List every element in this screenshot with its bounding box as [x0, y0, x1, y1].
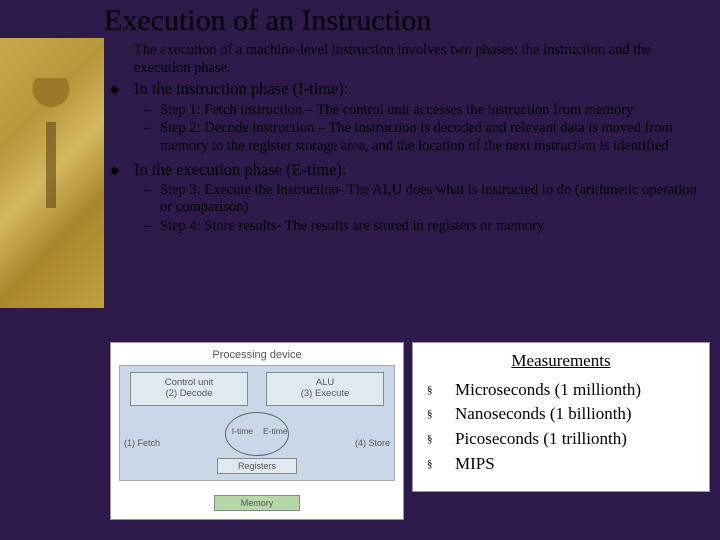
dash-icon: –: [144, 218, 160, 236]
list-item: – Step 1: Fetch instruction – The contro…: [144, 102, 710, 120]
square-bullet-icon: §: [423, 452, 455, 477]
list-item: – Step 4: Store results- The results are…: [144, 218, 710, 236]
alu-step: (3) Execute: [267, 388, 383, 399]
slide-title: Execution of an Instruction: [104, 4, 431, 38]
cu-step: (2) Decode: [131, 388, 247, 399]
phase2-bullet: ◆ In the execution phase (E-time):: [110, 160, 710, 180]
dash-icon: –: [144, 120, 160, 155]
list-item: – Step 2: Decode instruction – The instr…: [144, 120, 710, 155]
dash-icon: –: [144, 102, 160, 120]
phase2-label: In the execution phase (E-time):: [134, 160, 710, 180]
measurements-panel: Measurements § Microseconds (1 millionth…: [412, 342, 710, 492]
intro-text: The execution of a machine-level instruc…: [134, 42, 710, 77]
diagram-body: Control unit (2) Decode ALU (3) Execute …: [119, 365, 395, 481]
store-label: (4) Store: [355, 438, 390, 448]
bottom-row: Processing device Control unit (2) Decod…: [110, 342, 710, 530]
measurement-text: MIPS: [455, 452, 699, 477]
list-item: – Step 3: Execute the Instruction- The A…: [144, 182, 710, 217]
step-text: Step 4: Store results- The results are s…: [160, 218, 710, 236]
diamond-icon: ◆: [110, 160, 134, 180]
step-text: Step 1: Fetch instruction – The control …: [160, 102, 710, 120]
control-unit-box: Control unit (2) Decode: [130, 372, 248, 406]
processing-device-diagram: Processing device Control unit (2) Decod…: [110, 342, 404, 520]
measurement-text: Nanoseconds (1 billionth): [455, 402, 699, 427]
square-bullet-icon: §: [423, 427, 455, 452]
fetch-label: (1) Fetch: [124, 438, 160, 448]
square-bullet-icon: §: [423, 378, 455, 403]
memory-box: Memory: [214, 495, 300, 511]
list-item: § Microseconds (1 millionth): [423, 378, 699, 403]
list-item: § MIPS: [423, 452, 699, 477]
measurement-text: Picoseconds (1 trillionth): [455, 427, 699, 452]
diagram-title: Processing device: [111, 349, 403, 361]
registers-box: Registers: [217, 458, 297, 474]
phase1-steps: – Step 1: Fetch instruction – The contro…: [144, 102, 710, 156]
list-item: § Picoseconds (1 trillionth): [423, 427, 699, 452]
measurement-text: Microseconds (1 millionth): [455, 378, 699, 403]
dash-icon: –: [144, 182, 160, 217]
list-item: § Nanoseconds (1 billionth): [423, 402, 699, 427]
step-text: Step 3: Execute the Instruction- The ALU…: [160, 182, 710, 217]
diamond-icon: ◆: [110, 79, 134, 99]
itime-label: I-time: [232, 426, 257, 436]
sidebar-decorative-image: [0, 38, 104, 308]
step-text: Step 2: Decode instruction – The instruc…: [160, 120, 710, 155]
alu-box: ALU (3) Execute: [266, 372, 384, 406]
etime-label: E-time: [257, 426, 288, 436]
square-bullet-icon: §: [423, 402, 455, 427]
phase1-bullet: ◆ In the instruction phase (I-time):: [110, 79, 710, 99]
measurements-title: Measurements: [423, 349, 699, 374]
phase1-label: In the instruction phase (I-time):: [134, 79, 710, 99]
slide-content: The execution of a machine-level instruc…: [110, 42, 710, 240]
cu-label: Control unit: [131, 377, 247, 388]
alu-label: ALU: [267, 377, 383, 388]
phase2-steps: – Step 3: Execute the Instruction- The A…: [144, 182, 710, 236]
